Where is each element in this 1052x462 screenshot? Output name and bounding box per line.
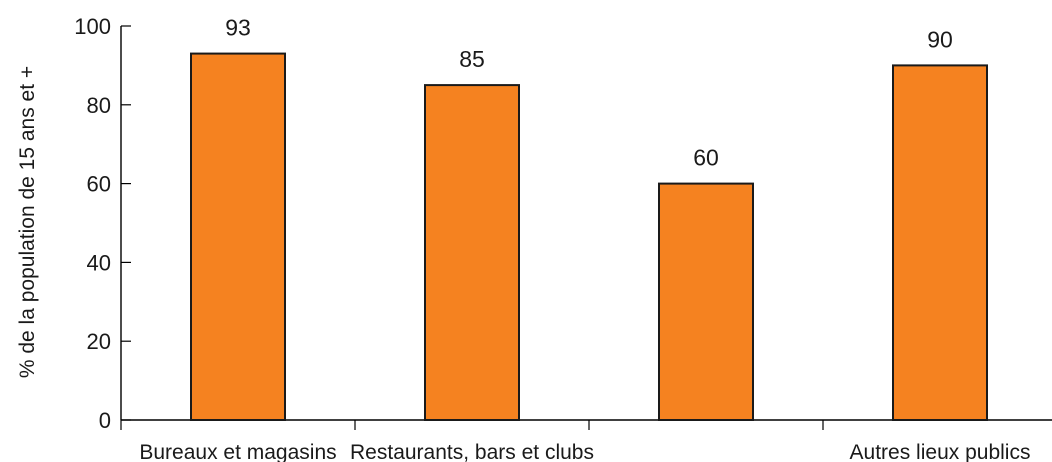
bar-value-label: 90 — [927, 26, 953, 52]
x-axis — [120, 419, 1052, 430]
bar — [424, 84, 520, 421]
y-tick-label: 80 — [87, 93, 111, 118]
bar-value-label: 60 — [693, 145, 719, 171]
bar — [190, 52, 286, 422]
y-axis-title: % de la population de 15 ans et + — [16, 66, 39, 378]
y-tick-label: 0 — [99, 408, 111, 433]
bar — [892, 64, 988, 422]
y-axis: 0 20 40 60 80 100 — [74, 14, 131, 433]
category-label: Restaurants, bars et clubs — [350, 441, 594, 462]
y-tick-label: 40 — [87, 250, 111, 275]
category-label: Autres lieux publics — [850, 441, 1031, 462]
category-label: Bureaux et magasins — [139, 441, 336, 462]
bar-value-label: 85 — [459, 46, 485, 72]
category-labels: Bureaux et magasins Restaurants, bars et … — [139, 441, 1030, 462]
bars — [190, 52, 988, 422]
y-tick-label: 60 — [87, 172, 111, 197]
y-tick-label: 20 — [87, 329, 111, 354]
y-tick-label: 100 — [74, 14, 111, 39]
bar-value-label: 93 — [225, 15, 251, 41]
value-labels: 93 85 60 90 — [225, 15, 953, 171]
bar — [658, 182, 754, 421]
